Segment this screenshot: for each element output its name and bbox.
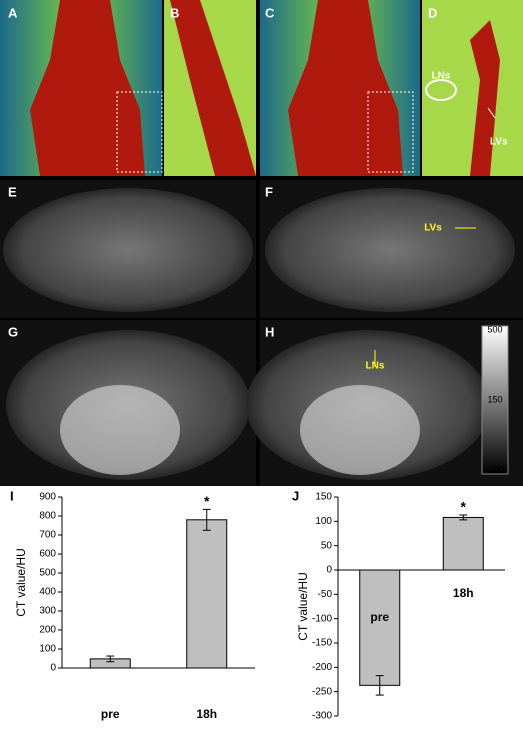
panel-label: G: [8, 324, 18, 339]
panel-label: B: [170, 5, 179, 20]
panel-label: C: [265, 5, 275, 20]
y-tick-label: 100: [39, 644, 56, 655]
lvs-label: LVs: [424, 223, 442, 234]
x-tick-label: pre: [370, 610, 389, 624]
panel-label: I: [10, 488, 14, 503]
x-tick-label: pre: [101, 707, 120, 721]
panel-label: A: [8, 5, 18, 20]
y-tick-label: -50: [318, 589, 333, 600]
y-tick-label: 0: [50, 663, 56, 674]
y-tick-label: -300: [312, 711, 332, 722]
y-tick-label: 600: [39, 549, 56, 560]
y-tick-label: 100: [315, 516, 332, 527]
panel-label: F: [265, 184, 273, 199]
y-tick-label: -250: [312, 686, 332, 697]
y-tick-label: 50: [321, 540, 333, 551]
y-tick-label: 150: [315, 492, 332, 503]
y-tick-label: -150: [312, 638, 332, 649]
y-tick-label: -200: [312, 662, 332, 673]
panel-label: H: [265, 324, 274, 339]
bar: [442, 516, 484, 571]
panel-label: J: [292, 488, 299, 503]
lns-label: LNs: [432, 71, 451, 82]
bar: [359, 569, 401, 686]
lvs-label: LVs: [490, 137, 508, 148]
y-axis-label: CT value/HU: [296, 572, 310, 640]
y-axis-label: CT value/HU: [14, 548, 28, 616]
y-tick-label: -100: [312, 613, 332, 624]
y-tick-label: 900: [39, 492, 56, 503]
lns-label: LNs: [366, 361, 385, 372]
colorbar-tick-label: 150: [487, 394, 502, 404]
x-tick-label: 18h: [453, 586, 474, 600]
x-tick-label: 18h: [196, 707, 217, 721]
y-tick-label: 200: [39, 625, 56, 636]
panel-label: D: [428, 5, 437, 20]
significance-marker: *: [461, 499, 467, 515]
colorbar-tick-label: 500: [487, 324, 502, 334]
bar: [186, 519, 228, 669]
y-tick-label: 700: [39, 530, 56, 541]
panel-label: E: [8, 184, 17, 199]
y-tick-label: 800: [39, 511, 56, 522]
image-panels: [0, 0, 523, 486]
colorbar-tick-label: -200: [486, 464, 504, 474]
y-tick-label: 400: [39, 587, 56, 598]
y-tick-label: 0: [326, 565, 332, 576]
significance-marker: *: [204, 493, 210, 509]
y-tick-label: 500: [39, 568, 56, 579]
y-tick-label: 300: [39, 606, 56, 617]
